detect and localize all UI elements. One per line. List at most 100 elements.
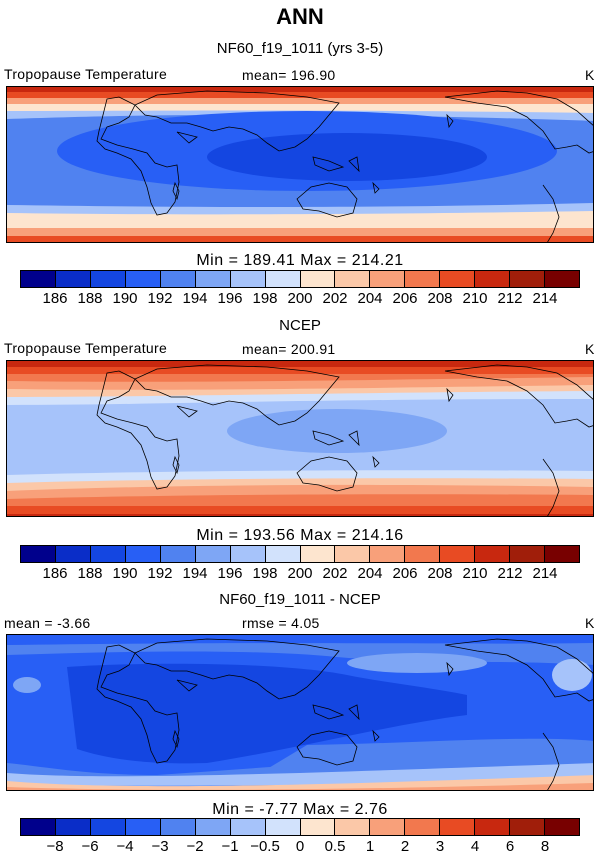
colorbar-bin	[440, 819, 476, 835]
colorbar-bin	[230, 819, 266, 835]
colorbar-tick-label: −4	[116, 838, 134, 855]
colorbar-bin	[300, 271, 336, 287]
colorbar-bin	[335, 546, 371, 562]
colorbar-tick-label: 198	[252, 565, 278, 582]
colorbar-bin	[21, 819, 56, 835]
colorbar-bin	[21, 546, 56, 562]
colorbar-bin	[300, 546, 336, 562]
colorbar-bin	[265, 271, 301, 287]
colorbar-tick-label: 0.5	[324, 838, 346, 855]
colorbar-tick-label: 206	[392, 565, 418, 582]
colorbar-bin	[510, 271, 546, 287]
colorbar-tick-label: 194	[182, 290, 208, 307]
colorbar-bin	[405, 819, 441, 835]
panel1-colorbar	[20, 270, 580, 288]
panel1-units: K	[585, 67, 595, 83]
colorbar-tick-label: −1	[221, 838, 239, 855]
colorbar-tick-label: 186	[42, 290, 68, 307]
colorbar-tick-label: 188	[77, 290, 103, 307]
colorbar-tick-label: 196	[217, 290, 243, 307]
panel1-mean-label: mean= 196.90	[242, 67, 336, 83]
colorbar-tick-label: 204	[357, 565, 383, 582]
panel3-rmse-label: rmse = 4.05	[242, 615, 320, 631]
colorbar-bin	[545, 271, 579, 287]
panel1-map	[6, 86, 594, 243]
colorbar-bin	[55, 271, 91, 287]
colorbar-bin	[90, 546, 126, 562]
colorbar-tick-label: 210	[462, 565, 488, 582]
colorbar-tick-label: 208	[427, 565, 453, 582]
colorbar-bin	[125, 819, 161, 835]
colorbar-tick-label: −6	[81, 838, 99, 855]
panel3-colorbar-ticks: −8 −6 −4 −3 −2 −1 −0.5 0 0.5 1 2 3 4 6 8	[20, 838, 580, 856]
colorbar-tick-label: 198	[252, 290, 278, 307]
panel3-subtitle: NF60_f19_1011 - NCEP	[219, 591, 381, 608]
colorbar-tick-label: 196	[217, 565, 243, 582]
panel1-subtitle: NF60_f19_1011 (yrs 3-5)	[216, 40, 384, 57]
colorbar-bin	[370, 546, 406, 562]
colorbar-bin	[195, 546, 231, 562]
colorbar-tick-label: −2	[186, 838, 204, 855]
colorbar-tick-label: 190	[112, 565, 138, 582]
colorbar-tick-label: 186	[42, 565, 68, 582]
colorbar-tick-label: 202	[322, 565, 348, 582]
panel3-units: K	[585, 615, 595, 631]
colorbar-tick-label: 194	[182, 565, 208, 582]
colorbar-bin	[195, 819, 231, 835]
colorbar-bin	[405, 271, 441, 287]
colorbar-tick-label: 210	[462, 290, 488, 307]
colorbar-tick-label: 4	[470, 838, 480, 855]
colorbar-tick-label: 206	[392, 290, 418, 307]
colorbar-bin	[125, 546, 161, 562]
colorbar-bin	[125, 271, 161, 287]
panel2-field-label: Tropopause Temperature	[4, 340, 168, 356]
panel2-map	[6, 360, 594, 517]
colorbar-tick-label: 208	[427, 290, 453, 307]
colorbar-tick-label: 214	[532, 565, 558, 582]
colorbar-tick-label: 212	[497, 565, 523, 582]
colorbar-tick-label: 212	[497, 290, 523, 307]
colorbar-bin	[300, 819, 336, 835]
colorbar-tick-label: 8	[540, 838, 550, 855]
colorbar-bin	[230, 546, 266, 562]
colorbar-bin	[475, 546, 511, 562]
colorbar-tick-label: 6	[505, 838, 515, 855]
colorbar-tick-label: 192	[147, 290, 173, 307]
colorbar-bin	[475, 819, 511, 835]
panel2-mean-label: mean= 200.91	[242, 341, 336, 357]
panel2-colorbar-ticks: 186 188 190 192 194 196 198 200 202 204 …	[20, 565, 580, 583]
colorbar-tick-label: 1	[365, 838, 375, 855]
colorbar-tick-label: 3	[435, 838, 445, 855]
colorbar-bin	[265, 819, 301, 835]
colorbar-tick-label: −8	[46, 838, 64, 855]
colorbar-tick-label: 2	[400, 838, 410, 855]
panel2-units: K	[585, 341, 595, 357]
panel1-colorbar-ticks: 186 188 190 192 194 196 198 200 202 204 …	[20, 290, 580, 308]
panel2-subtitle: NCEP	[279, 317, 321, 334]
colorbar-tick-label: 214	[532, 290, 558, 307]
panel2-colorbar	[20, 545, 580, 563]
colorbar-tick-label: 190	[112, 290, 138, 307]
colorbar-bin	[265, 546, 301, 562]
colorbar-bin	[160, 546, 196, 562]
colorbar-bin	[440, 271, 476, 287]
colorbar-tick-label: 0	[295, 838, 305, 855]
colorbar-bin	[160, 819, 196, 835]
colorbar-bin	[545, 546, 579, 562]
colorbar-tick-label: −3	[151, 838, 169, 855]
colorbar-tick-label: 202	[322, 290, 348, 307]
colorbar-bin	[370, 271, 406, 287]
colorbar-tick-label: 188	[77, 565, 103, 582]
colorbar-tick-label: −0.5	[250, 838, 280, 855]
colorbar-bin	[440, 546, 476, 562]
colorbar-bin	[510, 819, 546, 835]
colorbar-bin	[90, 271, 126, 287]
colorbar-bin	[230, 271, 266, 287]
colorbar-tick-label: 192	[147, 565, 173, 582]
panel2-minmax: Min = 193.56 Max = 214.16	[196, 527, 404, 544]
panel3-minmax: Min = -7.77 Max = 2.76	[212, 801, 388, 818]
colorbar-tick-label: 204	[357, 290, 383, 307]
panel3-map	[6, 634, 594, 791]
colorbar-tick-label: 200	[287, 565, 313, 582]
panel1-minmax: Min = 189.41 Max = 214.21	[196, 252, 404, 269]
